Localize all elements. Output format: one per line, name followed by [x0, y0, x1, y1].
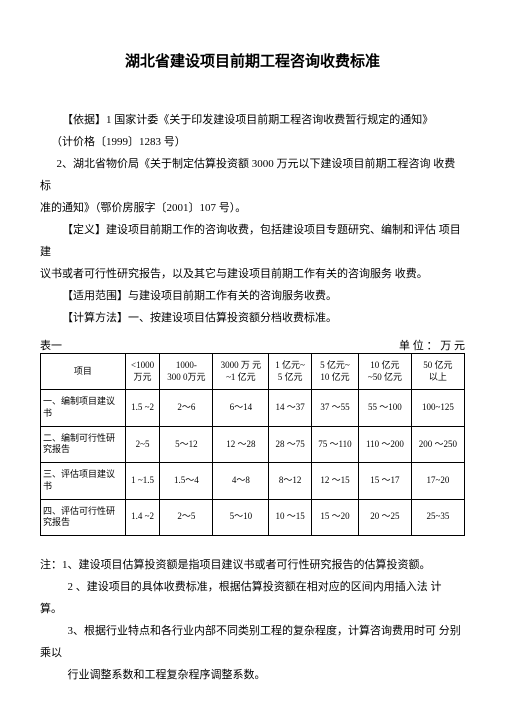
- col-header-range: 5 亿元~10 亿元: [311, 354, 358, 390]
- value-cell: 4～8: [213, 463, 269, 499]
- table-row: 三、评估项目建议书1 ~1.51.5～44～88～1212 ～1515 ～171…: [41, 463, 465, 499]
- value-cell: 28 ～75: [269, 426, 312, 462]
- table-row: 四、评估可行性研究报告1.4 ~22～55～1010 ～1515 ～2020 ～…: [41, 499, 465, 535]
- col-header-range: <1000万元: [125, 354, 159, 390]
- value-cell: 25~35: [411, 499, 464, 535]
- definition-line-a: 【定义】建设项目前期工作的咨询收费，包括建设项目专题研究、编制和评估 项目建: [40, 219, 465, 263]
- table-row: 一、编制项目建议书1.5 ~22～66～1414 ～3737 ～5555 ～10…: [41, 390, 465, 426]
- value-cell: 100~125: [411, 390, 464, 426]
- value-cell: 37 ～55: [311, 390, 358, 426]
- col-header-item: 项目: [41, 354, 126, 390]
- value-cell: 200 ～250: [411, 426, 464, 462]
- row-label-cell: 四、评估可行性研究报告: [41, 499, 126, 535]
- value-cell: 12 ～15: [311, 463, 358, 499]
- value-cell: 15 ～17: [359, 463, 412, 499]
- row-label-cell: 三、评估项目建议书: [41, 463, 126, 499]
- basis-line3a: 2、湖北省物价局《关于制定估算投资额 3000 万元以下建设项目前期工程咨询 收…: [40, 153, 465, 197]
- table-caption-row: 表一 单 位 ： 万 元: [40, 337, 465, 353]
- value-cell: 5～12: [160, 426, 213, 462]
- table-header-row: 项目<1000万元1000-300 0万元3000 万 元~1 亿元1 亿元~5…: [41, 354, 465, 390]
- col-header-range: 50 亿元以上: [411, 354, 464, 390]
- value-cell: 110 ～200: [359, 426, 412, 462]
- value-cell: 55 ～100: [359, 390, 412, 426]
- value-cell: 10 ～15: [269, 499, 312, 535]
- value-cell: 2～6: [160, 390, 213, 426]
- col-header-range: 10 亿元~50 亿元: [359, 354, 412, 390]
- basis-line3b: 准的通知》（鄂价房服字〔2001〕107 号）。: [40, 197, 465, 219]
- fee-table: 项目<1000万元1000-300 0万元3000 万 元~1 亿元1 亿元~5…: [40, 353, 465, 536]
- table-label: 表一: [40, 337, 62, 353]
- value-cell: 12 ～28: [213, 426, 269, 462]
- note-2: 2 、建设项目的具体收费标准，根据估算投资额在相对应的区间内用插入法 计 算。: [40, 576, 465, 620]
- note-3a: 3、根据行业特点和各行业内部不同类别工程的复杂程度，计算咨询费用时可 分别乘以: [40, 620, 465, 664]
- definition-line-b: 议书或者可行性研究报告，以及其它与建设项目前期工作有关的咨询服务 收费。: [40, 263, 465, 285]
- method-line: 【计算方法】一、按建设项目估算投资额分档收费标准。: [40, 307, 465, 329]
- value-cell: 2～5: [160, 499, 213, 535]
- table-row: 二、编制可行性研究报告2~55～1212 ～2828 ～7575 ～110110…: [41, 426, 465, 462]
- value-cell: 1.4 ~2: [125, 499, 159, 535]
- value-cell: 8～12: [269, 463, 312, 499]
- table-unit: 单 位 ： 万 元: [399, 337, 465, 353]
- value-cell: 20 ～25: [359, 499, 412, 535]
- value-cell: 2~5: [125, 426, 159, 462]
- row-label-cell: 一、编制项目建议书: [41, 390, 126, 426]
- basis-line1: 【依据】1 国家计委《关于印发建设项目前期工程咨询收费暂行规定的通知》: [40, 109, 465, 131]
- table-body: 一、编制项目建议书1.5 ~22～66～1414 ～3737 ～5555 ～10…: [41, 390, 465, 536]
- value-cell: 15 ～20: [311, 499, 358, 535]
- value-cell: 1.5～4: [160, 463, 213, 499]
- col-header-range: 1 亿元~5 亿元: [269, 354, 312, 390]
- scope-line: 【适用范围】与建设项目前期工作有关的咨询服务收费。: [40, 285, 465, 307]
- document-title: 湖北省建设项目前期工程咨询收费标准: [40, 50, 465, 71]
- document-page: 湖北省建设项目前期工程咨询收费标准 【依据】1 国家计委《关于印发建设项目前期工…: [0, 0, 505, 726]
- basis-text-1: 【依据】1 国家计委《关于印发建设项目前期工程咨询收费暂行规定的通知》: [62, 114, 433, 126]
- value-cell: 75 ～110: [311, 426, 358, 462]
- col-header-range: 1000-300 0万元: [160, 354, 213, 390]
- value-cell: 17~20: [411, 463, 464, 499]
- value-cell: 6～14: [213, 390, 269, 426]
- note-1: 注：1、建设项目估算投资额是指项目建议书或者可行性研究报告的估算投资额。: [40, 554, 465, 576]
- value-cell: 14 ～37: [269, 390, 312, 426]
- value-cell: 1.5 ~2: [125, 390, 159, 426]
- value-cell: 5～10: [213, 499, 269, 535]
- col-header-range: 3000 万 元~1 亿元: [213, 354, 269, 390]
- notes-section: 注：1、建设项目估算投资额是指项目建议书或者可行性研究报告的估算投资额。 2 、…: [40, 554, 465, 686]
- value-cell: 1 ~1.5: [125, 463, 159, 499]
- basis-line2: （计价格〔1999〕1283 号）: [40, 131, 465, 153]
- note-3b: 行业调整系数和工程复杂程序调整系数。: [40, 664, 465, 686]
- row-label-cell: 二、编制可行性研究报告: [41, 426, 126, 462]
